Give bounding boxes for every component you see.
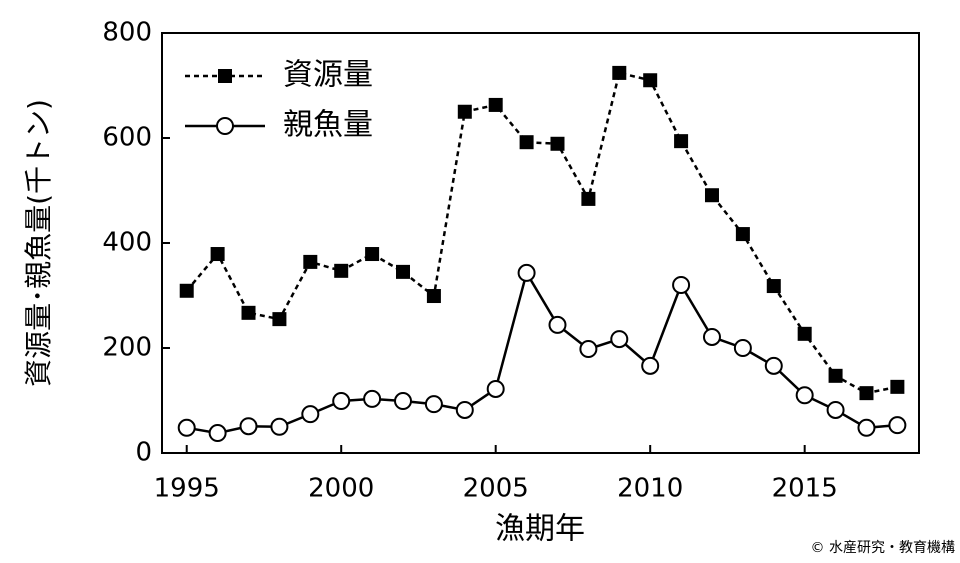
marker <box>641 356 660 375</box>
marker <box>550 136 565 151</box>
marker <box>579 340 598 359</box>
marker <box>857 418 876 437</box>
marker <box>643 73 658 88</box>
x-tick-label: 2000 <box>308 474 374 504</box>
marker <box>888 416 907 435</box>
y-tick-label: 600 <box>102 123 152 153</box>
x-tick-label: 2015 <box>772 474 838 504</box>
marker <box>363 389 382 408</box>
marker <box>517 263 536 282</box>
marker <box>610 330 629 349</box>
marker <box>394 392 413 411</box>
y-tick-label: 200 <box>102 333 152 363</box>
marker <box>241 305 256 320</box>
marker <box>272 312 287 327</box>
legend-label: 親魚量 <box>283 108 373 143</box>
marker <box>672 276 691 294</box>
marker <box>859 386 874 401</box>
credit: © 水産研究・教育機構 <box>811 540 955 556</box>
marker <box>208 424 227 443</box>
marker <box>702 327 721 346</box>
marker <box>612 65 627 80</box>
marker <box>365 247 380 262</box>
marker <box>179 283 194 298</box>
marker <box>457 104 472 119</box>
marker <box>301 405 320 424</box>
marker <box>455 400 474 419</box>
legend-marker <box>218 69 232 83</box>
y-tick-label: 400 <box>102 228 152 258</box>
marker <box>581 191 596 206</box>
marker <box>177 418 196 437</box>
marker <box>303 254 318 269</box>
marker <box>735 227 750 242</box>
marker <box>828 368 843 383</box>
marker <box>426 289 441 304</box>
x-tick-label: 1995 <box>154 474 220 504</box>
marker <box>764 356 783 375</box>
marker <box>704 188 719 203</box>
marker <box>486 379 505 398</box>
marker <box>826 400 845 419</box>
y-axis-label: 資源量･親魚量(千トン) <box>22 99 55 387</box>
marker <box>548 315 567 334</box>
marker <box>519 135 534 150</box>
y-tick-label: 800 <box>102 18 152 48</box>
series-line <box>186 269 898 435</box>
marker <box>270 417 289 436</box>
marker <box>674 134 689 149</box>
marker <box>239 417 258 436</box>
series-line <box>185 71 898 395</box>
marker <box>795 386 814 405</box>
marker <box>797 326 812 341</box>
legend-label: 資源量 <box>283 58 373 93</box>
marker <box>766 279 781 294</box>
marker <box>332 392 351 411</box>
legend-marker <box>216 117 234 135</box>
x-axis-label: 漁期年 <box>495 512 585 547</box>
marker <box>890 379 905 394</box>
marker <box>396 264 411 279</box>
x-tick-label: 2010 <box>617 474 683 504</box>
marker <box>210 247 225 262</box>
marker <box>334 263 349 278</box>
marker <box>733 339 752 357</box>
x-tick-label: 2005 <box>463 474 529 504</box>
marker <box>488 97 503 112</box>
marker <box>424 395 443 414</box>
y-tick-label: 0 <box>135 438 152 468</box>
